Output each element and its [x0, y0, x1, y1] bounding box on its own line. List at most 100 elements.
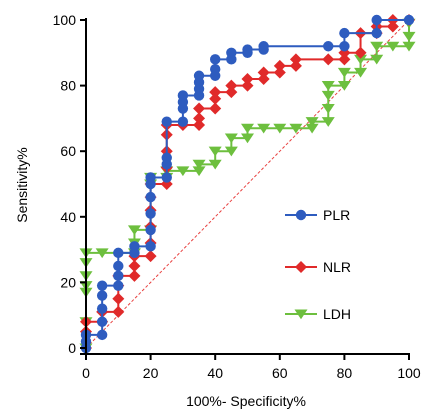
data-point-ldh: [305, 117, 319, 127]
data-point-ldh: [208, 146, 222, 157]
data-point-ldh: [402, 31, 416, 42]
data-point-ldh: [337, 67, 351, 78]
data-point-nlr: [354, 46, 367, 59]
data-point-plr: [145, 208, 156, 219]
data-point-plr: [129, 241, 140, 252]
data-point-nlr: [241, 79, 254, 92]
data-point-nlr: [193, 118, 206, 131]
data-point-nlr: [257, 66, 270, 79]
data-point-nlr: [144, 250, 157, 263]
data-point-plr: [242, 44, 253, 55]
data-point-ldh: [289, 123, 303, 134]
data-point-ldh: [402, 41, 416, 52]
data-point-plr: [113, 280, 124, 291]
data-point-plr: [210, 63, 221, 75]
data-point-nlr: [241, 73, 254, 86]
data-point-ldh: [224, 133, 238, 144]
x-axis-title: 100%- Specificity%: [186, 393, 306, 409]
data-point-ldh: [273, 123, 287, 134]
data-point-plr: [145, 172, 156, 183]
data-point-plr: [145, 224, 156, 236]
data-point-plr: [193, 70, 205, 81]
data-point-nlr: [128, 260, 141, 272]
data-point-nlr: [322, 53, 335, 66]
data-point-plr: [226, 47, 237, 58]
data-point-plr: [258, 41, 269, 52]
data-point-ldh: [386, 41, 400, 52]
legend-marker-nlr: [295, 261, 307, 273]
legend: PLR NLR LDH: [285, 207, 351, 322]
data-point-plr: [371, 27, 382, 39]
reference-diagonal-line: [85, 19, 410, 349]
y-tick-label: 20: [60, 274, 76, 290]
data-point-ldh: [337, 81, 351, 91]
data-point-plr: [96, 316, 108, 327]
data-point-plr: [177, 90, 189, 101]
data-point-ldh: [321, 90, 335, 101]
data-point-plr: [403, 14, 415, 26]
data-point-nlr: [209, 102, 222, 115]
y-tick-label: 0: [68, 340, 76, 356]
data-point-nlr: [257, 73, 270, 86]
data-point-ldh: [241, 123, 254, 134]
data-point-nlr: [338, 53, 351, 66]
data-point-nlr: [386, 20, 399, 33]
x-tick-label: 100: [397, 365, 421, 381]
x-tick-label: 20: [143, 365, 159, 381]
x-tick-label: 0: [82, 365, 90, 381]
data-point-nlr: [289, 53, 302, 66]
data-point-nlr: [209, 86, 222, 99]
data-point-plr: [145, 241, 156, 252]
legend-label-nlr: NLR: [323, 259, 351, 275]
data-point-nlr: [193, 102, 206, 115]
y-tick-label: 60: [60, 143, 76, 159]
data-point-ldh: [224, 146, 238, 157]
y-tick-label: 80: [60, 78, 76, 94]
data-point-plr: [371, 14, 382, 26]
data-point-ldh: [257, 123, 271, 134]
x-tick-label: 80: [337, 365, 353, 381]
legend-item-plr: PLR: [285, 207, 350, 223]
y-tick-label: 100: [53, 12, 77, 28]
data-point-plr: [145, 191, 156, 203]
legend-label-plr: PLR: [323, 207, 350, 223]
data-point-nlr: [273, 66, 286, 79]
data-point-nlr: [225, 79, 238, 92]
data-point-ldh: [321, 81, 335, 91]
data-point-nlr: [289, 59, 302, 72]
data-point-ldh: [95, 248, 109, 259]
x-tick-label: 60: [272, 365, 288, 381]
data-point-plr: [96, 290, 108, 301]
data-point-plr: [323, 41, 334, 52]
legend-item-nlr: NLR: [285, 259, 351, 275]
y-axis-title: Sensitivity%: [14, 147, 30, 222]
data-point-plr: [161, 116, 172, 127]
data-point-ldh: [370, 54, 384, 65]
data-point-ldh: [208, 159, 222, 170]
data-point-ldh: [127, 225, 141, 236]
plot-area: [79, 14, 416, 354]
data-point-ldh: [321, 104, 335, 114]
y-tick-label: 40: [60, 209, 76, 225]
data-point-nlr: [128, 269, 141, 282]
data-point-ldh: [321, 117, 335, 127]
data-point-nlr: [112, 292, 125, 305]
data-point-ldh: [176, 166, 190, 177]
data-point-nlr: [273, 59, 286, 72]
data-point-ldh: [354, 54, 368, 65]
data-point-ldh: [241, 133, 254, 144]
data-point-plr: [339, 27, 350, 39]
data-point-ldh: [354, 67, 368, 78]
data-point-plr: [96, 329, 108, 341]
data-point-nlr: [193, 112, 206, 125]
legend-marker-plr: [295, 209, 307, 221]
data-point-nlr: [225, 86, 238, 99]
data-point-plr: [96, 303, 108, 314]
data-point-ldh: [192, 159, 206, 170]
data-point-plr: [113, 247, 124, 259]
data-point-plr: [113, 270, 124, 282]
data-point-plr: [339, 41, 350, 52]
data-point-ldh: [192, 166, 206, 177]
